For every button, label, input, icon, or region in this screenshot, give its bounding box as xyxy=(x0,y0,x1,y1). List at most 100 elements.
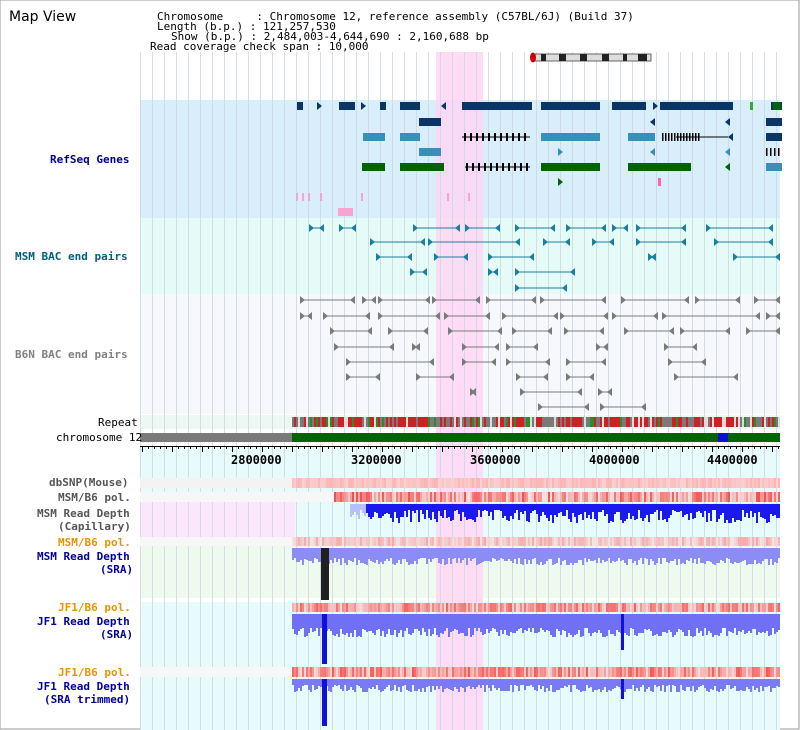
repeat-mark xyxy=(542,417,544,427)
depth-bar xyxy=(686,679,688,687)
length-value: 121,257,530 xyxy=(262,20,336,33)
gene-block xyxy=(766,163,782,171)
exon xyxy=(518,133,520,141)
depth-bar xyxy=(488,679,490,688)
dbsnp-mark xyxy=(350,478,352,488)
pol-mark xyxy=(496,492,498,502)
exon xyxy=(464,133,466,141)
bac-end xyxy=(388,327,393,335)
pol-mark xyxy=(490,667,492,677)
depth-bar xyxy=(356,614,358,637)
track-label-refseq[interactable]: RefSeq Genes xyxy=(50,153,130,166)
depth-bar xyxy=(742,548,744,561)
depth-spike xyxy=(321,548,329,600)
depth-bar xyxy=(700,679,702,686)
pol-mark xyxy=(570,603,572,612)
depth-bar xyxy=(306,614,308,636)
depth-bar xyxy=(378,614,380,629)
depth-bar xyxy=(712,548,714,564)
pol-mark xyxy=(708,492,710,502)
depth-bar xyxy=(700,504,702,513)
dbsnp-mark xyxy=(528,478,530,488)
repeat-mark xyxy=(566,417,568,427)
dbsnp-mark xyxy=(390,478,392,488)
pol-mark xyxy=(312,537,314,546)
track-label-jf1-depth-trimmed[interactable]: JF1 Read Depth xyxy=(37,680,130,693)
pol-mark xyxy=(438,492,440,502)
pol-mark xyxy=(720,667,722,677)
dbsnp-mark xyxy=(596,478,598,488)
depth-bar xyxy=(478,679,480,685)
pol-mark xyxy=(522,492,524,502)
dbsnp-mark xyxy=(366,478,368,488)
track-label-jf1-b6-pol-2[interactable]: JF1/B6 pol. xyxy=(58,666,131,679)
track-label-b6n-bac[interactable]: B6N BAC end pairs xyxy=(15,348,128,361)
pol-mark xyxy=(598,537,600,546)
depth-bar xyxy=(416,614,418,629)
bac-end xyxy=(323,312,328,320)
depth-bar xyxy=(542,679,544,686)
dbsnp-mark xyxy=(326,478,328,488)
depth-bar xyxy=(584,504,586,512)
pol-mark xyxy=(444,667,446,677)
depth-bar xyxy=(742,614,744,630)
pol-mark xyxy=(320,667,322,677)
dbsnp-mark xyxy=(466,478,468,488)
depth-bar xyxy=(734,504,736,522)
pol-mark xyxy=(772,537,774,546)
pol-mark xyxy=(712,537,714,546)
depth-bar xyxy=(490,679,492,691)
pol-mark xyxy=(358,667,360,677)
depth-bar xyxy=(356,548,358,565)
gene-block xyxy=(362,163,385,171)
track-label-dbsnp[interactable]: dbSNP(Mouse) xyxy=(49,476,129,489)
track-label-msm-depth-capillary[interactable]: MSM Read Depth xyxy=(37,507,130,520)
repeat-mark xyxy=(604,417,606,427)
pol-mark xyxy=(600,537,602,546)
depth-bar xyxy=(318,679,320,686)
depth-bar xyxy=(630,679,632,689)
pol-mark xyxy=(716,492,718,502)
depth-bar xyxy=(622,504,624,523)
track-label-jf1-depth-sra[interactable]: JF1 Read Depth xyxy=(37,615,130,628)
depth-bar xyxy=(550,548,552,559)
depth-bar xyxy=(704,679,706,688)
track-label-msm-b6-pol-2[interactable]: MSM/B6 pol. xyxy=(58,536,131,549)
track-label-repeat[interactable]: Repeat xyxy=(98,416,138,429)
pol-mark xyxy=(578,667,580,677)
pol-mark xyxy=(378,537,380,546)
dbsnp-mark xyxy=(646,478,648,488)
coverage-label: Read coverage check span : xyxy=(150,40,329,53)
pol-mark xyxy=(636,492,638,502)
track-label-msm-bac[interactable]: MSM BAC end pairs xyxy=(15,250,128,263)
repeat-mark xyxy=(526,417,528,427)
gene-block xyxy=(419,148,441,156)
depth-bar xyxy=(340,548,342,565)
depth-bar xyxy=(630,504,632,519)
repeat-mark xyxy=(684,417,686,427)
track-label-msm-b6-pol-1[interactable]: MSM/B6 pol. xyxy=(58,491,131,504)
dbsnp-mark xyxy=(338,478,340,488)
dbsnp-mark xyxy=(442,478,444,488)
depth-bar xyxy=(582,679,584,691)
pol-mark xyxy=(680,537,682,546)
repeat-mark xyxy=(556,417,558,427)
bac-end xyxy=(570,268,575,276)
pol-mark xyxy=(338,492,340,502)
depth-bar xyxy=(636,504,638,519)
pol-mark xyxy=(554,537,556,546)
bac-end xyxy=(465,224,470,232)
depth-bar xyxy=(762,679,764,691)
depth-bar xyxy=(456,548,458,563)
depth-bar xyxy=(432,504,434,512)
repeat-mark xyxy=(510,417,512,427)
pol-mark xyxy=(426,667,428,677)
track-label-jf1-b6-pol-1[interactable]: JF1/B6 pol. xyxy=(58,601,131,614)
dbsnp-mark xyxy=(734,478,736,488)
pol-mark xyxy=(402,667,404,677)
pol-mark xyxy=(564,667,566,677)
track-label-msm-depth-sra[interactable]: MSM Read Depth xyxy=(37,550,130,563)
depth-bar xyxy=(678,548,680,559)
depth-bar xyxy=(316,548,318,559)
